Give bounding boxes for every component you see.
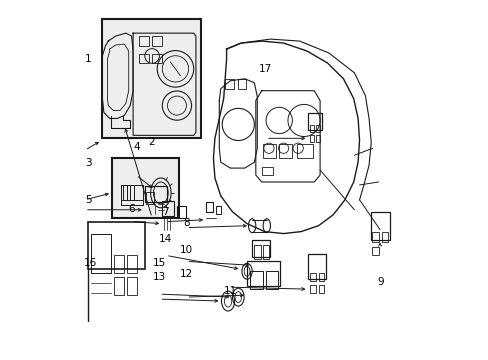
Text: 2: 2 [148, 138, 155, 148]
Text: 13: 13 [153, 272, 166, 282]
Bar [309, 273, 315, 281]
Bar [162, 201, 174, 216]
Bar [252, 239, 270, 257]
Bar [308, 113, 321, 130]
Text: 1: 1 [84, 54, 91, 64]
Bar [254, 246, 261, 260]
Bar [146, 192, 153, 204]
Bar [152, 36, 162, 46]
Text: 15: 15 [153, 258, 166, 268]
Bar [139, 54, 149, 63]
Bar [309, 125, 314, 132]
Text: 7: 7 [162, 207, 168, 217]
Bar [114, 277, 124, 295]
Bar [371, 247, 379, 255]
Text: 3: 3 [84, 158, 91, 168]
Bar [91, 234, 111, 273]
Text: 14: 14 [159, 234, 172, 244]
Bar [309, 135, 314, 142]
Text: 4: 4 [133, 142, 140, 152]
Bar [139, 36, 149, 46]
Bar [206, 202, 213, 212]
Bar [371, 231, 379, 242]
Bar [261, 167, 273, 175]
Text: 11: 11 [223, 287, 236, 296]
Bar [308, 255, 325, 279]
Bar [263, 144, 276, 158]
Text: 12: 12 [180, 269, 193, 279]
Bar [237, 79, 246, 89]
Bar [144, 186, 166, 202]
Text: 8: 8 [183, 218, 189, 228]
Bar [152, 54, 162, 63]
Text: 17: 17 [259, 64, 272, 74]
Bar [112, 158, 179, 218]
Bar [246, 261, 279, 286]
Bar [318, 285, 324, 293]
Bar [249, 271, 263, 289]
Text: 9: 9 [376, 277, 383, 287]
Bar [318, 273, 324, 281]
Text: 5: 5 [84, 195, 91, 204]
Bar [102, 19, 201, 138]
Bar [177, 206, 185, 218]
Text: 10: 10 [180, 245, 193, 255]
Bar [296, 144, 312, 158]
Bar [315, 135, 320, 142]
Bar [127, 255, 137, 273]
Bar [279, 144, 292, 158]
Bar [263, 246, 268, 260]
Bar [382, 231, 387, 242]
Bar [114, 255, 124, 273]
Bar [224, 79, 233, 89]
Bar [215, 206, 221, 214]
Bar [309, 285, 315, 293]
Text: 16: 16 [83, 258, 97, 268]
Bar [88, 222, 144, 269]
Text: 6: 6 [128, 204, 135, 214]
Bar [127, 277, 137, 295]
Bar [315, 125, 320, 132]
Bar [370, 212, 389, 239]
Bar [265, 271, 277, 289]
